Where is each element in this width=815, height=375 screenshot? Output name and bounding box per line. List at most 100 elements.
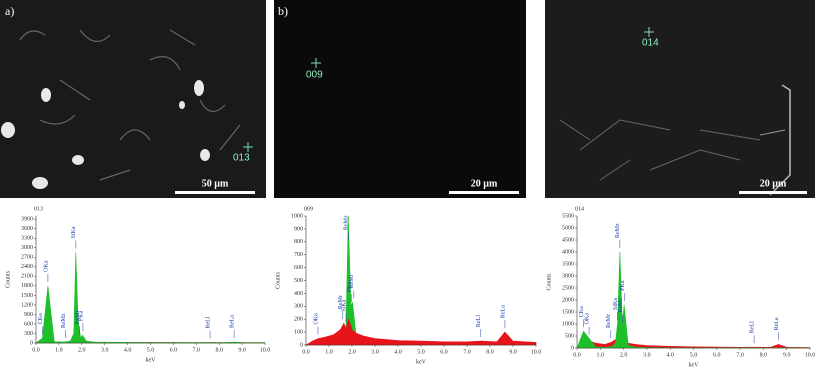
scale-bars bbox=[175, 191, 807, 194]
y-tick-label: 4000 bbox=[562, 249, 574, 255]
peak-label: SiKa bbox=[613, 298, 619, 310]
peak-label: ReMr bbox=[606, 314, 612, 328]
peak-label: ReMr bbox=[75, 310, 81, 324]
peak-label: ReMz bbox=[61, 313, 67, 328]
peak-label: ReLa bbox=[229, 315, 235, 328]
sem-image bbox=[545, 0, 815, 198]
spectrum-area bbox=[576, 337, 811, 349]
y-tick-label: 300 bbox=[294, 304, 303, 310]
x-tick-label: 3.0 bbox=[101, 347, 109, 353]
x-tick-label: 8.0 bbox=[760, 352, 768, 358]
scale-label: 20 µm bbox=[760, 178, 787, 189]
y-tick-label: 3600 bbox=[21, 226, 33, 232]
x-tick-label: 3.0 bbox=[371, 349, 379, 355]
x-tick-label: 7.0 bbox=[193, 347, 201, 353]
y-tick-label: 600 bbox=[24, 321, 33, 327]
point-label: 009 bbox=[306, 70, 323, 81]
x-tick-label: 5.0 bbox=[417, 349, 425, 355]
y-tick-label: 700 bbox=[294, 252, 303, 258]
peak-label: SiKa bbox=[71, 226, 77, 238]
y-tick-label: 500 bbox=[294, 278, 303, 284]
y-tick-label: 3300 bbox=[21, 236, 33, 242]
y-tick-label: 100 bbox=[294, 329, 303, 335]
peak-label: PKa bbox=[78, 310, 84, 321]
x-tick-label: 10.0 bbox=[260, 347, 271, 353]
x-tick-label: 3.0 bbox=[643, 352, 651, 358]
peak-label: CKa bbox=[579, 306, 585, 317]
peak-label: ReLa bbox=[774, 317, 780, 330]
x-tick-label: 9.0 bbox=[509, 349, 517, 355]
x-tick-label: 6.0 bbox=[713, 352, 721, 358]
x-tick-label: 10.0 bbox=[531, 349, 542, 355]
y-tick-label: 5000 bbox=[562, 225, 574, 231]
y-tick-label: 1500 bbox=[562, 309, 574, 315]
x-tick-label: 5.0 bbox=[690, 352, 698, 358]
peak-label: ReMr bbox=[618, 298, 624, 312]
x-tick-label: 4.0 bbox=[666, 352, 674, 358]
x-tick-label: 6.0 bbox=[170, 347, 178, 353]
sem-texture bbox=[19, 29, 241, 181]
peak-label: ReLa bbox=[500, 305, 506, 318]
x-tick-label: 2.0 bbox=[78, 347, 86, 353]
x-tick-label: 0.0 bbox=[32, 347, 40, 353]
y-tick-label: 1500 bbox=[21, 293, 33, 299]
chart-title: 009 bbox=[304, 206, 313, 212]
peak-label: CKa bbox=[38, 313, 44, 324]
peak-label: OKa bbox=[43, 260, 49, 272]
sem-particles bbox=[1, 80, 210, 189]
scale-label: 50 µm bbox=[202, 178, 229, 189]
x-tick-label: 7.0 bbox=[736, 352, 744, 358]
y-axis-label: Counts bbox=[546, 273, 552, 291]
peak-label: SiKa bbox=[341, 299, 347, 311]
x-tick-label: 2.0 bbox=[348, 349, 356, 355]
scale-label: 20 µm bbox=[471, 178, 498, 189]
x-tick-label: 4.0 bbox=[124, 347, 132, 353]
x-tick-label: 5.0 bbox=[147, 347, 155, 353]
panel-label: a) bbox=[5, 4, 14, 18]
peak-label: OKa bbox=[584, 313, 590, 325]
peak-label: ReMz bbox=[615, 223, 621, 238]
peak-label: ReLl bbox=[749, 321, 755, 333]
x-tick-label: 6.0 bbox=[440, 349, 448, 355]
y-tick-label: 3000 bbox=[21, 245, 33, 251]
y-tick-label: 600 bbox=[294, 265, 303, 271]
y-tick-label: 0 bbox=[571, 345, 574, 351]
sem-image bbox=[0, 0, 266, 198]
point-label: 014 bbox=[642, 38, 659, 49]
y-tick-label: 500 bbox=[565, 333, 574, 339]
y-tick-label: 2400 bbox=[21, 264, 33, 270]
peak-label: OKa bbox=[313, 313, 319, 325]
y-tick-label: 4500 bbox=[562, 237, 574, 243]
peak-label: ReLl bbox=[476, 315, 482, 327]
y-tick-label: 3900 bbox=[21, 217, 33, 223]
y-tick-label: 900 bbox=[294, 226, 303, 232]
x-axis-label: keV bbox=[416, 359, 427, 365]
y-tick-label: 2500 bbox=[562, 285, 574, 291]
y-tick-label: 1800 bbox=[21, 283, 33, 289]
y-tick-label: 3000 bbox=[562, 273, 574, 279]
x-tick-label: 1.0 bbox=[55, 347, 63, 353]
x-tick-label: 4.0 bbox=[394, 349, 402, 355]
chart-title: 014 bbox=[575, 206, 584, 212]
x-tick-label: 10.0 bbox=[805, 352, 815, 358]
x-tick-label: 8.0 bbox=[215, 347, 223, 353]
x-axis-label: keV bbox=[689, 362, 700, 368]
x-axis-label: keV bbox=[146, 357, 157, 363]
peak-label: PKa bbox=[620, 280, 626, 291]
y-tick-label: 3500 bbox=[562, 261, 574, 267]
y-tick-label: 1200 bbox=[21, 302, 33, 308]
x-tick-label: 9.0 bbox=[783, 352, 791, 358]
x-tick-label: 9.0 bbox=[238, 347, 246, 353]
y-axis-label: Counts bbox=[5, 270, 11, 288]
x-tick-label: 7.0 bbox=[463, 349, 471, 355]
y-tick-label: 2100 bbox=[21, 274, 33, 280]
chart-title: 013 bbox=[34, 206, 43, 212]
spectrum-area bbox=[35, 252, 266, 344]
y-tick-label: 300 bbox=[24, 331, 33, 337]
peak-label: ReMr bbox=[349, 274, 355, 288]
y-tick-label: 400 bbox=[294, 291, 303, 297]
sem-texture bbox=[559, 84, 791, 196]
x-tick-label: 0.0 bbox=[573, 352, 581, 358]
x-tick-label: 1.0 bbox=[325, 349, 333, 355]
